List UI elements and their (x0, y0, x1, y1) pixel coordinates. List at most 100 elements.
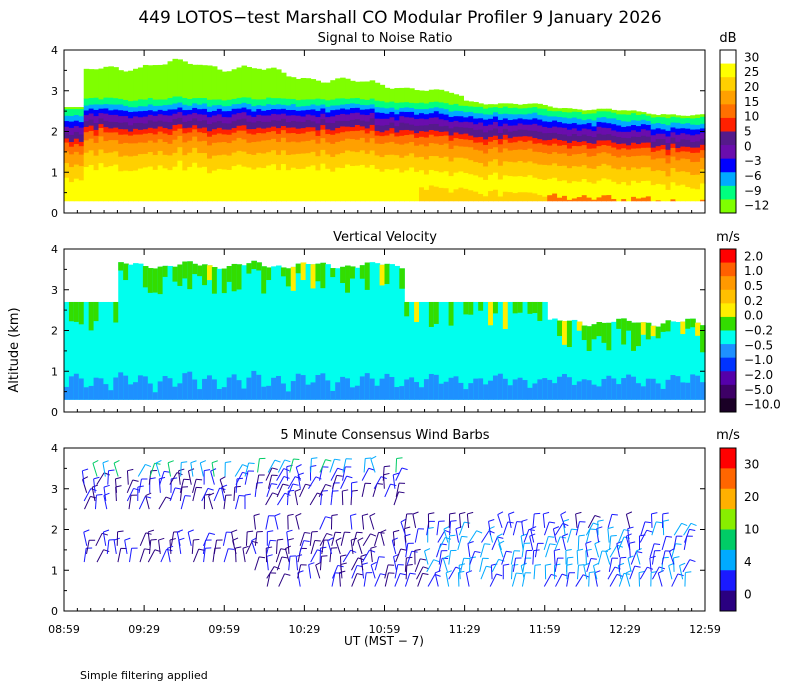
snr-cell (64, 163, 70, 179)
wind-barb-flag (271, 483, 278, 485)
snr-cell (118, 143, 124, 158)
wind-barb (332, 565, 339, 579)
snr-cell (349, 139, 356, 152)
wind-barb (630, 551, 637, 565)
velocity-cell (685, 318, 691, 400)
snr-cell (448, 116, 455, 123)
snr-cell (236, 113, 243, 120)
snr-cell (128, 125, 134, 133)
wind-barb-flag (362, 513, 369, 517)
snr-cell (147, 181, 154, 202)
velocity-cell (586, 326, 593, 400)
velocity-cell (468, 301, 474, 315)
snr-cell (266, 68, 272, 99)
wind-barb (588, 572, 590, 587)
velocity-cell (295, 373, 302, 400)
snr-cell (547, 145, 553, 155)
wind-barb-flag (208, 492, 215, 497)
wind-barb-flag (204, 469, 211, 472)
snr-cell (443, 143, 450, 158)
snr-cell (685, 128, 691, 135)
wind-barb (265, 467, 273, 481)
wind-barb (448, 550, 452, 565)
wind-barb-flag (178, 537, 185, 541)
snr-cell (369, 98, 376, 105)
wind-barb (179, 487, 183, 502)
snr-cell (492, 116, 499, 123)
snr-cell (606, 195, 612, 202)
snr-cell (517, 192, 524, 202)
snr-cell (517, 140, 524, 151)
wind-barb (318, 484, 326, 498)
wind-barb-flag (336, 474, 343, 477)
snr-cell (157, 114, 164, 122)
wind-barb-flag (292, 483, 299, 486)
wind-barb (405, 565, 408, 580)
velocity-cell (650, 325, 657, 400)
wind-barb (639, 529, 648, 543)
colorbar-swatch (720, 384, 736, 399)
wind-barb-flag (496, 533, 503, 538)
snr-cell (187, 98, 193, 107)
wind-barb-flag (90, 488, 97, 492)
wind-barb (391, 540, 397, 555)
snr-cell (557, 181, 563, 199)
snr-cell (700, 132, 706, 140)
wind-barb (277, 492, 286, 506)
snr-cell (576, 109, 583, 113)
snr-cell (566, 168, 573, 184)
velocity-cell (128, 384, 134, 400)
wind-barb (211, 462, 215, 477)
wind-barb (310, 549, 318, 563)
snr-cell (73, 126, 80, 133)
snr-cell (527, 119, 534, 126)
snr-cell (177, 160, 183, 178)
velocity-cell (635, 383, 642, 400)
snr-cell (137, 168, 144, 185)
wind-barb (147, 531, 151, 546)
snr-cell (463, 127, 469, 135)
snr-cell (310, 99, 317, 105)
velocity-cell (369, 378, 376, 400)
snr-cell (162, 121, 169, 129)
snr-cell (522, 114, 529, 120)
velocity-cell (581, 325, 588, 400)
colorbar-label: −6 (744, 169, 762, 183)
velocity-cell (596, 322, 603, 337)
wind-barb-flag (351, 481, 358, 484)
snr-cell (88, 119, 95, 127)
snr-cell (443, 188, 450, 202)
wind-barb-flag (649, 555, 656, 559)
snr-cell (103, 132, 109, 142)
wind-barb-flag (520, 533, 527, 537)
wind-barb (521, 572, 526, 587)
snr-cell (206, 106, 213, 113)
snr-cell (571, 111, 578, 119)
snr-cell (399, 135, 405, 146)
snr-cell (512, 136, 519, 143)
snr-cell (379, 188, 386, 202)
wind-barb (192, 487, 197, 502)
wind-barb-flag (145, 492, 152, 497)
wind-barb (266, 572, 271, 587)
snr-cell (266, 181, 272, 202)
velocity-cell (345, 265, 351, 400)
snr-cell (216, 104, 223, 110)
snr-cell (492, 147, 499, 160)
snr-cell (660, 117, 667, 125)
snr-cell (261, 99, 267, 107)
snr-cell (310, 151, 317, 166)
snr-cell (206, 65, 213, 101)
wind-barb (242, 548, 246, 563)
velocity-cell (616, 318, 622, 329)
snr-cell (596, 117, 603, 123)
snr-cell (221, 111, 228, 118)
wind-barb (124, 540, 128, 555)
snr-cell (251, 129, 257, 136)
snr-cell (438, 126, 445, 133)
snr-cell (542, 179, 548, 198)
snr-cell (670, 132, 677, 139)
colorbar-swatch (720, 90, 736, 105)
snr-cell (369, 112, 376, 119)
snr-cell (557, 153, 563, 167)
